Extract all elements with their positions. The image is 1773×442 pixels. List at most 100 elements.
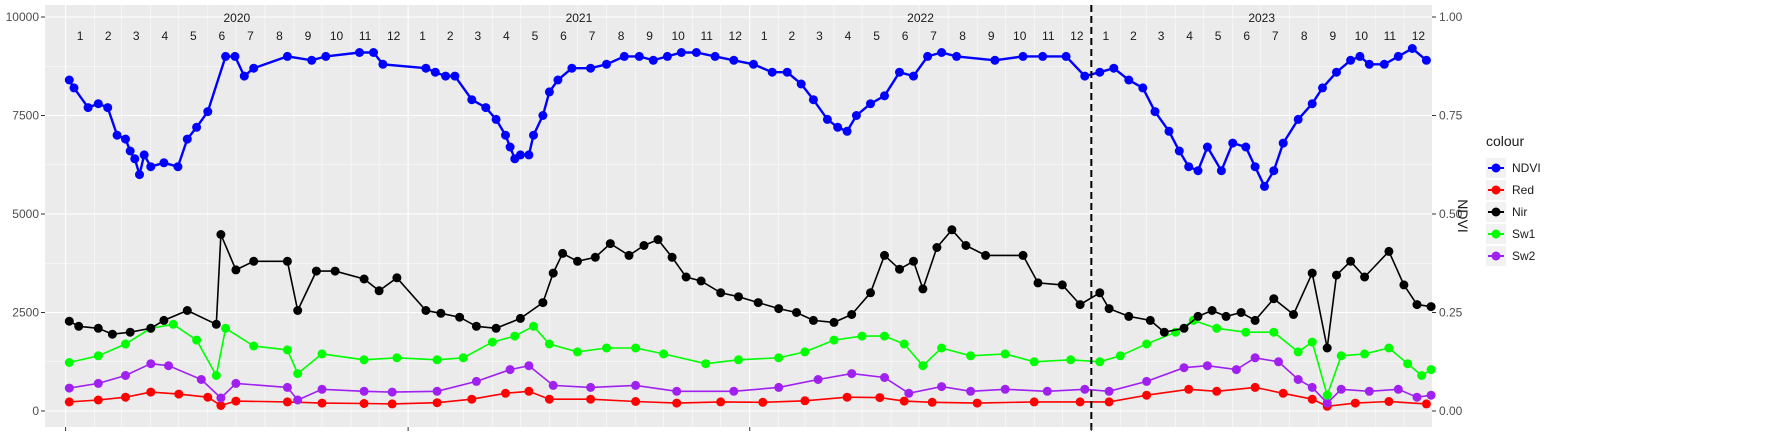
month-label: 7 [589, 29, 596, 43]
data-point-nir [880, 250, 889, 260]
data-point-ndvi [135, 170, 144, 180]
data-point-nir [866, 288, 875, 298]
data-point-nir [1057, 280, 1067, 290]
data-point-ndvi [1269, 166, 1279, 176]
legend-key-dot [1491, 185, 1501, 195]
series-sw1 [64, 315, 1436, 400]
data-point-ndvi [321, 51, 331, 61]
data-point-sw1 [317, 349, 327, 359]
data-point-nir [311, 266, 321, 276]
data-point-ndvi [1184, 162, 1194, 172]
data-point-sw1 [1322, 390, 1332, 400]
month-label: 6 [219, 29, 226, 43]
data-point-red [467, 394, 477, 404]
data-point-ndvi [93, 99, 103, 109]
data-point-red [899, 396, 909, 406]
data-point-ndvi [822, 114, 832, 124]
legend: colour NDVI Red Nir Sw1 Sw2 [1486, 133, 1541, 266]
left-axis: 0 2500 5000 7500 10000 [6, 10, 45, 418]
data-point-ndvi [648, 55, 658, 65]
data-point-sw2 [1080, 384, 1090, 394]
data-point-nir [216, 230, 226, 239]
data-point-ndvi [1364, 59, 1374, 69]
data-point-nir [792, 308, 801, 317]
data-point-nir [1360, 272, 1370, 282]
data-point-sw2 [729, 386, 739, 396]
left-tick-label: 10000 [6, 10, 40, 24]
data-point-red [524, 386, 534, 396]
data-point-sw2 [1274, 357, 1283, 367]
right-tick-label: 0.25 [1439, 306, 1463, 320]
month-label: 12 [729, 29, 743, 43]
data-point-sw1 [1142, 339, 1152, 349]
data-point-nir [282, 256, 292, 266]
data-point-sw2 [1307, 382, 1317, 392]
data-point-red [1307, 394, 1317, 404]
data-point-nir [359, 274, 369, 284]
data-point-sw2 [505, 365, 515, 375]
month-label: 8 [1301, 29, 1308, 43]
year-label: 2023 [1248, 11, 1275, 25]
legend-label: Sw2 [1512, 249, 1536, 263]
data-point-sw1 [510, 331, 520, 341]
data-point-nir [1346, 256, 1356, 266]
month-label: 7 [247, 29, 254, 43]
data-point-ndvi [221, 51, 231, 61]
data-point-sw1 [659, 349, 669, 359]
data-point-sw2 [1322, 398, 1332, 408]
month-label: 9 [1329, 29, 1336, 43]
month-label: 2 [447, 29, 454, 43]
legend-key-dot [1491, 251, 1501, 261]
data-point-sw2 [1042, 386, 1052, 396]
data-point-ndvi [505, 142, 515, 152]
data-point-ndvi [515, 150, 525, 160]
data-point-ndvi [1278, 138, 1288, 148]
data-point-nir [491, 323, 501, 333]
data-point-ndvi [923, 51, 933, 61]
data-point-ndvi [249, 63, 259, 73]
data-point-ndvi [990, 55, 1000, 65]
data-point-ndvi [1038, 51, 1048, 61]
data-point-nir [1332, 270, 1341, 280]
data-point-nir [107, 329, 117, 339]
data-point-nir [829, 317, 839, 327]
data-point-sw1 [168, 319, 178, 329]
month-label: 4 [845, 29, 852, 43]
data-point-sw2 [1426, 390, 1436, 400]
data-point-ndvi [952, 51, 962, 61]
data-point-ndvi [880, 91, 889, 101]
data-point-ndvi [586, 63, 596, 73]
legend-item-nir: Nir [1486, 202, 1527, 222]
data-point-ndvi [501, 130, 510, 140]
data-point-red [1384, 397, 1394, 406]
left-tick-label: 7500 [12, 109, 39, 123]
data-point-nir [515, 313, 525, 323]
month-label: 10 [1355, 29, 1369, 43]
data-point-sw2 [1179, 363, 1189, 373]
data-point-nir [159, 315, 169, 325]
data-point-ndvi [1355, 51, 1365, 61]
month-label: 4 [503, 29, 510, 43]
data-point-sw1 [701, 359, 711, 369]
data-point-ndvi [767, 67, 777, 77]
data-point-nir [211, 319, 221, 329]
data-point-nir [1145, 315, 1155, 325]
data-point-nir [93, 323, 103, 333]
right-tick-label: 0.75 [1439, 109, 1463, 123]
data-point-ndvi [842, 126, 852, 136]
data-point-nir [538, 298, 548, 308]
data-point-sw1 [857, 331, 867, 341]
data-point-nir [1412, 300, 1422, 310]
month-label: 6 [902, 29, 909, 43]
data-point-ndvi [1174, 146, 1184, 156]
data-point-ndvi [749, 59, 758, 69]
data-point-ndvi [125, 146, 135, 156]
month-label: 12 [1412, 29, 1426, 43]
data-point-nir [847, 310, 857, 319]
year-label: 2021 [566, 11, 593, 25]
legend-label: Nir [1512, 205, 1527, 219]
left-tick-label: 2500 [12, 306, 39, 320]
data-point-ndvi [662, 51, 672, 61]
data-point-sw2 [387, 387, 397, 397]
data-point-sw2 [1142, 376, 1152, 386]
